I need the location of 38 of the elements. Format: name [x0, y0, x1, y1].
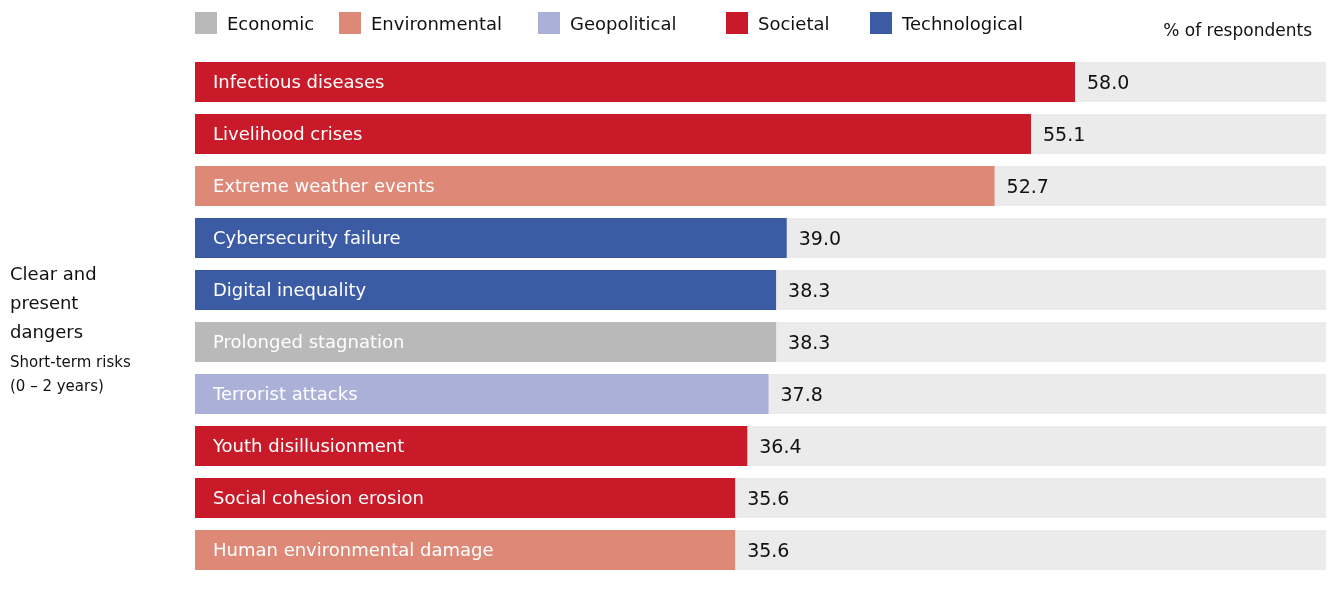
y-tick-label: Infectious diseases — [213, 71, 385, 92]
data-label: 39.0 — [798, 227, 842, 249]
y-tick-label: Terrorist attacks — [212, 383, 358, 404]
bar — [195, 374, 769, 414]
bar — [195, 62, 1075, 102]
data-label: 36.4 — [759, 435, 802, 457]
y-tick-label: Cybersecurity failure — [213, 227, 401, 248]
bar — [195, 270, 777, 310]
data-label: 38.3 — [788, 331, 831, 353]
data-label: 35.6 — [747, 539, 790, 561]
y-tick-label: Livelihood crises — [213, 123, 363, 144]
y-tick-label: Extreme weather events — [213, 175, 435, 196]
bar — [195, 218, 787, 258]
bar — [195, 530, 736, 570]
y-tick-label: Human environmental damage — [213, 539, 494, 560]
legend-label: Societal — [758, 13, 830, 34]
bar — [195, 426, 748, 466]
legend-label: Economic — [227, 13, 315, 34]
bar — [195, 478, 736, 518]
data-label: 37.8 — [780, 383, 823, 405]
legend-label: Geopolitical — [570, 13, 677, 34]
bar — [195, 322, 777, 362]
data-label: 58.0 — [1087, 71, 1130, 93]
text: % of respondents — [1163, 20, 1313, 40]
text: Short-term risks (0 – 2 years) — [10, 353, 131, 395]
y-tick-label: Prolonged stagnation — [213, 331, 405, 352]
bar — [195, 166, 995, 206]
y-tick-label: Youth disillusionment — [212, 435, 405, 456]
legend-label: Technological — [901, 13, 1024, 34]
bar — [195, 114, 1031, 154]
y-tick-label: Digital inequality — [213, 279, 367, 300]
legend-label: Environmental — [371, 13, 502, 34]
data-label: 35.6 — [747, 487, 790, 509]
data-label: 55.1 — [1043, 123, 1086, 145]
y-tick-label: Social cohesion erosion — [213, 487, 424, 508]
text: Clear and present dangers — [10, 263, 97, 342]
data-label: 38.3 — [788, 279, 831, 301]
data-label: 52.7 — [1006, 175, 1049, 197]
